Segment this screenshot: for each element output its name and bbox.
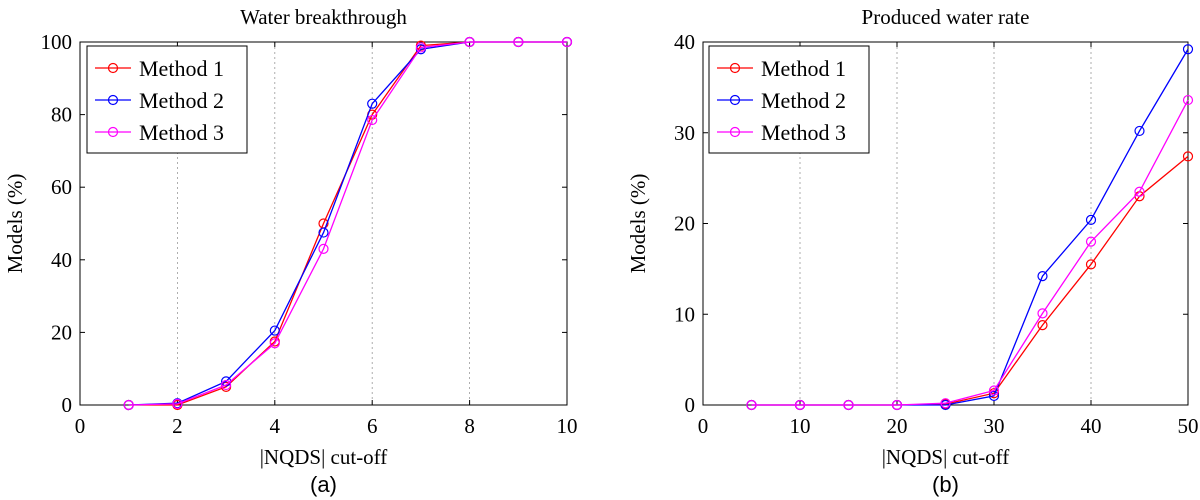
data-point-method-2 [1134,125,1145,137]
data-point-method-3 [464,36,475,48]
data-point-method-3 [561,36,573,48]
data-point-method-3 [843,399,854,411]
data-point-method-2 [1037,271,1048,282]
data-point-method-3 [794,399,806,411]
y-tick-label: 60 [51,175,72,199]
x-tick-label: 20 [887,414,908,438]
data-point-method-3 [1134,186,1145,197]
data-point-method-3 [1182,94,1194,106]
data-point-method-2 [1085,214,1097,225]
data-point-method-3 [988,385,1000,396]
data-point-method-2 [1182,44,1194,55]
legend-label-method-3: Method 3 [761,120,846,145]
x-tick-label: 4 [270,414,281,438]
legend-marker-method-1 [107,62,119,74]
x-tick-label: 0 [75,414,86,438]
legend-label-method-1: Method 1 [761,56,846,81]
y-tick-label: 20 [674,212,695,236]
data-point-method-1 [1085,259,1097,270]
legend-label-method-2: Method 2 [761,88,846,113]
y-tick-label: 30 [674,121,695,145]
legend-label-method-1: Method 1 [139,56,224,81]
legend-label-method-2: Method 2 [139,88,224,113]
data-point-method-3 [1037,308,1048,319]
x-axis-label: |NQDS| cut-off [882,445,1010,469]
x-tick-label: 10 [557,414,578,438]
data-point-method-3 [172,398,183,410]
data-point-method-3 [269,338,280,349]
data-point-method-1 [988,388,1000,399]
legend-marker-method-1 [729,62,741,74]
panel-label: (b) [932,472,959,497]
series-line-method-3 [751,99,1189,406]
y-axis-label: Models (%) [626,174,650,274]
chart-title: Produced water rate [862,5,1030,29]
data-point-method-3 [318,243,329,255]
legend-marker-method-3 [729,126,741,138]
data-point-method-3 [940,398,951,409]
y-tick-label: 10 [674,302,695,326]
y-tick-label: 40 [51,248,72,272]
data-point-method-2 [988,390,1000,402]
plot-area [79,41,568,406]
x-axis-label: |NQDS| cut-off [260,445,388,469]
y-tick-label: 0 [62,393,73,417]
data-point-method-3 [123,399,134,411]
y-axis-label: Models (%) [3,174,27,274]
chart-title: Water breakthrough [240,5,407,29]
data-point-method-2 [367,98,378,109]
y-tick-label: 40 [674,30,695,54]
series-line-method-1 [751,155,1189,406]
x-tick-label: 0 [698,414,709,438]
x-tick-label: 8 [464,414,475,438]
x-tick-label: 6 [367,414,378,438]
legend-marker-method-3 [107,126,119,138]
legend-marker-method-2 [107,94,119,106]
legend-label-method-3: Method 3 [139,120,224,145]
data-point-method-2 [318,227,329,238]
data-point-method-3 [1085,236,1097,247]
x-tick-label: 50 [1178,414,1199,438]
data-point-method-1 [1182,151,1194,162]
legend-marker-method-2 [729,94,741,106]
data-point-method-3 [891,399,903,411]
data-point-method-3 [746,399,757,411]
series-line-method-3 [128,41,567,406]
panel-label: (a) [310,472,337,497]
x-tick-label: 10 [790,414,811,438]
x-tick-label: 2 [172,414,183,438]
data-point-method-3 [221,379,232,391]
data-point-method-2 [269,325,280,336]
y-tick-label: 100 [41,30,73,54]
data-point-method-3 [415,42,426,53]
data-point-method-3 [367,114,378,126]
x-tick-label: 40 [1081,414,1102,438]
data-point-method-1 [1037,320,1048,331]
x-tick-label: 30 [984,414,1005,438]
panel-produced-water-rate: 0 10 20 30 40 50 0 10 20 30 40 Produced water rate |… [626,5,1199,497]
y-tick-label: 80 [51,103,72,127]
data-point-method-3 [513,36,524,48]
y-tick-label: 0 [685,393,696,417]
y-tick-label: 20 [51,320,72,344]
